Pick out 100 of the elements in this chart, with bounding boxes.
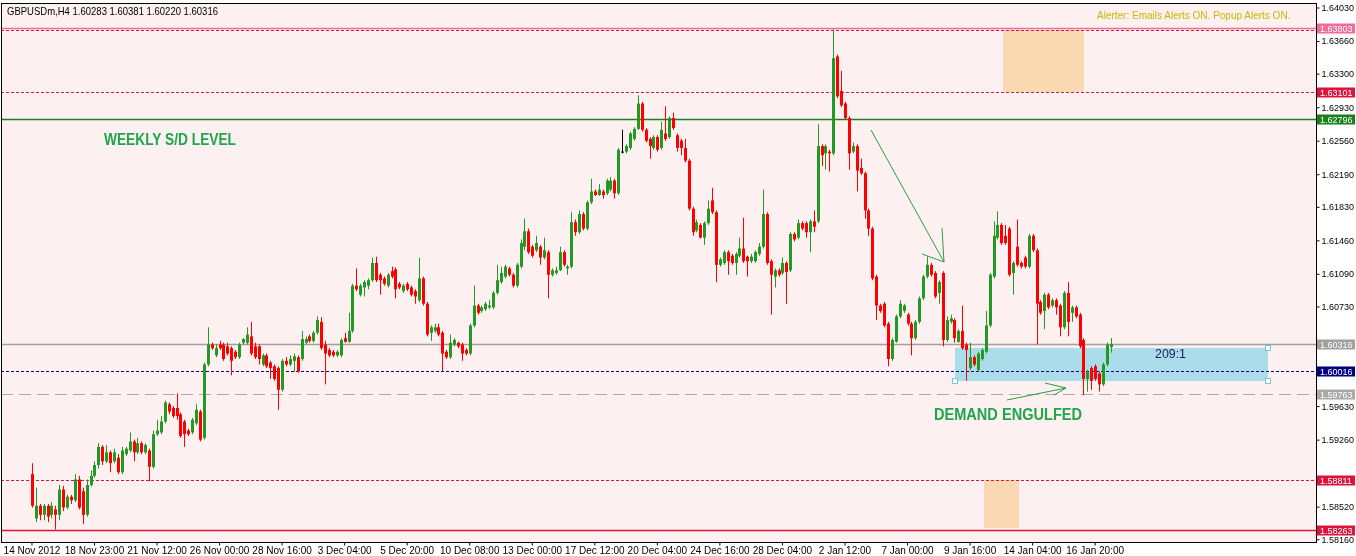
- x-tick-label: 10 Dec 08:00: [439, 544, 500, 556]
- candlestick: [148, 448, 151, 482]
- candlestick: [543, 237, 546, 260]
- candlestick: [629, 131, 632, 151]
- candlestick: [774, 267, 777, 288]
- ref-line-label: 1.58811: [1320, 475, 1352, 486]
- x-tick-label: 20 Dec 04:00: [627, 544, 688, 556]
- candlestick: [1106, 342, 1109, 367]
- candlestick: [926, 256, 929, 279]
- candlestick: [582, 211, 585, 231]
- candlestick: [527, 228, 530, 255]
- y-tick-label: 1.62560: [1321, 136, 1355, 147]
- candlestick: [613, 178, 616, 200]
- x-tick-label: 28 Dec 04:00: [752, 544, 813, 556]
- candlestick: [899, 299, 902, 319]
- candlestick: [207, 326, 210, 367]
- candlestick: [1090, 365, 1093, 391]
- candlestick: [316, 315, 319, 336]
- candlestick: [1102, 362, 1105, 387]
- candlestick: [230, 345, 233, 376]
- y-tick-label: 1.58160: [1321, 534, 1355, 545]
- y-tick-label: 1.60730: [1321, 301, 1355, 312]
- candlestick: [74, 473, 77, 503]
- candlestick: [441, 330, 444, 373]
- candlestick: [922, 274, 925, 301]
- x-tick-label: 17 Dec 12:00: [565, 544, 625, 556]
- candlestick: [660, 121, 663, 151]
- candlestick: [258, 344, 261, 365]
- x-tick-label: 14 Nov 2012: [3, 544, 61, 556]
- candlestick: [785, 260, 788, 305]
- x-tick-label: 2 Jan 12:00: [818, 544, 872, 556]
- y-tick-label: 1.63660: [1321, 36, 1355, 47]
- candlestick: [62, 485, 65, 512]
- candlestick: [961, 305, 964, 351]
- candlestick: [742, 217, 745, 264]
- x-tick-label: 24 Dec 16:00: [690, 544, 751, 556]
- candlestick: [684, 138, 687, 163]
- x-tick-label: 13 Dec 00:00: [502, 544, 563, 556]
- candlestick: [35, 487, 38, 523]
- candlestick: [953, 317, 956, 344]
- candlestick: [977, 351, 980, 373]
- candlestick: [160, 415, 163, 435]
- candlestick: [590, 178, 593, 205]
- ref-line-label: 1.62796: [1320, 114, 1353, 125]
- candlestick: [664, 105, 667, 142]
- annotation: 209:1: [1155, 346, 1188, 361]
- candlestick: [539, 244, 542, 266]
- candlestick: [164, 400, 167, 424]
- candlestick: [54, 505, 57, 530]
- x-tick-label: 3 Dec 04:00: [317, 544, 373, 556]
- y-tick-label: 1.61830: [1321, 202, 1355, 213]
- candlestick: [1000, 222, 1003, 246]
- candlestick: [473, 285, 476, 328]
- candlestick: [547, 249, 550, 299]
- candlestick: [824, 143, 827, 171]
- candlestick: [668, 115, 671, 140]
- candlestick: [914, 319, 917, 341]
- candlestick: [711, 187, 714, 215]
- candlestick: [1012, 260, 1015, 296]
- candlestick: [101, 444, 104, 466]
- candlestick: [496, 264, 499, 296]
- ref-line-label: 1.58263: [1320, 525, 1353, 536]
- annotation: Alerter: Emails Alerts ON. Popup Alerts ON.: [1097, 10, 1291, 21]
- candlestick: [797, 219, 800, 240]
- ref-line-label: 1.59763: [1320, 389, 1353, 400]
- candlestick: [703, 220, 706, 246]
- y-tick-label: 1.63300: [1321, 69, 1355, 80]
- annotation: WEEKLY S/D LEVEL: [104, 130, 268, 149]
- candlestick: [293, 353, 296, 373]
- candlestick: [918, 296, 921, 325]
- annotation: DEMAND ENGULFED: [934, 406, 1097, 423]
- candlestick: [105, 444, 108, 464]
- x-tick-label: 5 Dec 20:00: [380, 544, 435, 556]
- candlestick: [97, 442, 100, 470]
- candlestick: [809, 219, 812, 253]
- candlestick: [676, 132, 679, 153]
- x-tick-label: 28 Nov 16:00: [252, 544, 313, 556]
- ref-line-label: 1.63803: [1320, 23, 1353, 34]
- x-tick-label: 9 Jan 16:00: [943, 544, 997, 556]
- candlestick: [946, 315, 949, 343]
- candlestick: [1086, 369, 1089, 393]
- x-tick-label: 14 Jan 04:00: [1003, 544, 1062, 556]
- x-tick-label: 16 Jan 20:00: [1066, 544, 1125, 556]
- candlestick: [1059, 303, 1062, 337]
- candlestick: [813, 209, 816, 233]
- candlestick: [117, 453, 120, 475]
- candlestick: [109, 450, 112, 473]
- candlestick: [1032, 233, 1035, 253]
- y-tick-label: 1.59260: [1321, 435, 1355, 446]
- chart-title: GBPUSDm,H4 1.60283 1.60381 1.60220 1.60316: [7, 5, 252, 17]
- ref-line-label: 1.60316: [1320, 339, 1353, 350]
- y-tick-label: 1.62930: [1321, 102, 1355, 113]
- candlestick: [1043, 292, 1046, 330]
- candlestick: [461, 342, 464, 362]
- y-tick-label: 1.62190: [1321, 169, 1355, 180]
- candlestick: [250, 321, 253, 356]
- candlestick: [938, 279, 941, 305]
- y-tick-label: 1.58520: [1321, 502, 1355, 513]
- y-tick-label: 1.61090: [1321, 269, 1355, 280]
- ref-line-label: 1.63101: [1320, 87, 1353, 98]
